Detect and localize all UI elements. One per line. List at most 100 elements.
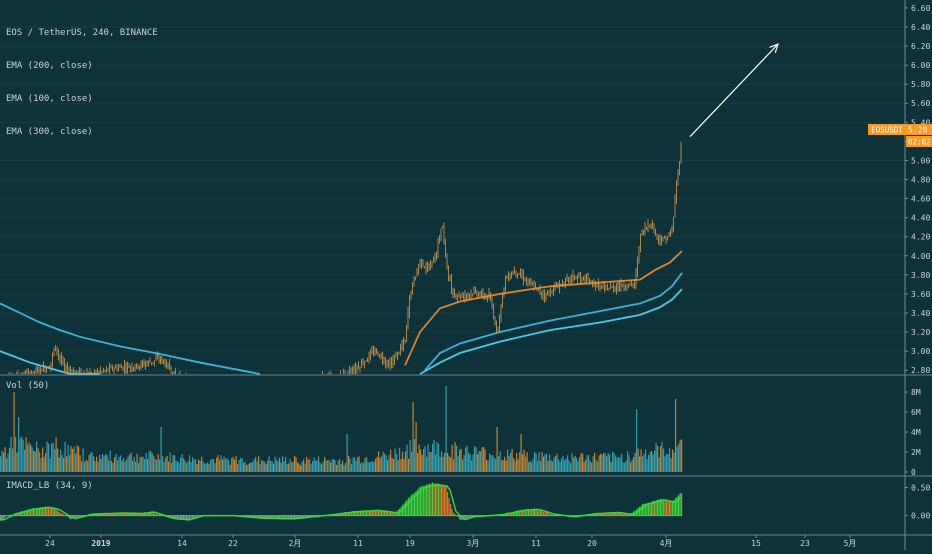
ema100-legend[interactable]: EMA (100, close) <box>6 94 158 105</box>
volume-bar <box>423 449 424 472</box>
volume-bar <box>561 458 562 472</box>
volume-bar <box>126 459 127 472</box>
volume-bar <box>197 464 198 472</box>
volume-bar <box>263 461 264 472</box>
volume-bar <box>636 409 637 472</box>
macd-bar <box>669 501 670 516</box>
volume-bar <box>359 456 360 472</box>
volume-bar <box>234 460 235 472</box>
volume-bar <box>317 461 318 472</box>
volume-bar <box>440 457 441 472</box>
volume-bar <box>489 453 490 472</box>
macd-bar <box>671 502 672 516</box>
volume-bar <box>380 458 381 472</box>
volume-bar <box>63 458 64 472</box>
volume-bar <box>627 451 628 472</box>
volume-bar <box>477 454 478 472</box>
volume-bar <box>300 465 301 472</box>
volume-bar <box>449 456 450 472</box>
volume-bar <box>155 459 156 472</box>
volume-bar <box>441 451 442 472</box>
volume-bar <box>252 462 253 472</box>
volume-bar <box>635 453 636 472</box>
volume-bar <box>62 455 63 472</box>
volume-bar <box>269 456 270 472</box>
volume-bar <box>309 459 310 472</box>
volume-bar <box>501 460 502 472</box>
volume-bar <box>387 460 388 472</box>
macd-bar <box>441 485 442 516</box>
price-tick-label: 2.80 <box>911 366 930 375</box>
volume-bar <box>479 451 480 472</box>
macd-legend[interactable]: IMACD_LB (34, 9) <box>6 481 93 492</box>
volume-bar <box>414 439 415 472</box>
symbol-legend[interactable]: EOS / TetherUS, 240, BINANCE <box>6 28 158 39</box>
volume-legend[interactable]: Vol (50) <box>6 381 49 392</box>
volume-bar <box>608 453 609 472</box>
volume-bar <box>248 464 249 472</box>
volume-bar <box>624 463 625 472</box>
time-tick-label: 23 <box>800 539 810 548</box>
macd-bar <box>545 512 546 515</box>
volume-bar <box>213 459 214 472</box>
macd-bar <box>539 511 540 516</box>
main-legend: EOS / TetherUS, 240, BINANCE EMA (200, c… <box>6 6 158 160</box>
volume-bar <box>353 458 354 472</box>
ema300-legend[interactable]: EMA (300, close) <box>6 127 158 138</box>
volume-bar <box>530 461 531 472</box>
volume-bar <box>69 455 70 472</box>
time-tick-label: 14 <box>177 539 187 548</box>
price-tick-label: 6.40 <box>911 23 930 32</box>
macd-bar <box>407 500 408 516</box>
volume-bar <box>633 457 634 472</box>
macd-bar <box>377 511 378 516</box>
volume-bar <box>276 460 277 472</box>
volume-bar <box>347 434 348 472</box>
volume-bar <box>89 455 90 472</box>
volume-bar <box>146 453 147 472</box>
volume-bar <box>357 457 358 472</box>
volume-bar <box>668 454 669 472</box>
volume-bar <box>297 462 298 472</box>
volume-bar <box>159 459 160 472</box>
volume-bar <box>515 461 516 472</box>
volume-bar <box>678 444 679 472</box>
volume-bar <box>600 454 601 472</box>
volume-bar <box>3 452 4 472</box>
macd-bar <box>641 506 642 515</box>
macd-bar <box>432 483 433 516</box>
volume-bar <box>204 463 205 472</box>
volume-bar <box>257 461 258 472</box>
price-tick-label: 4.00 <box>911 252 930 261</box>
volume-bar <box>105 454 106 472</box>
volume-bar <box>585 460 586 472</box>
volume-bar <box>554 458 555 472</box>
volume-bar <box>455 442 456 472</box>
volume-bar <box>483 447 484 472</box>
volume-bar <box>395 449 396 472</box>
volume-bar <box>657 446 658 472</box>
volume-bar <box>18 417 19 472</box>
volume-bar <box>626 461 627 472</box>
volume-bar <box>140 457 141 472</box>
volume-bar <box>338 460 339 472</box>
volume-bar <box>579 457 580 472</box>
volume-bar <box>158 454 159 472</box>
volume-bar <box>524 450 525 472</box>
volume-bar <box>567 455 568 472</box>
ema200-legend[interactable]: EMA (200, close) <box>6 61 158 72</box>
volume-bar <box>572 453 573 472</box>
volume-bar <box>540 461 541 472</box>
volume-bar <box>210 460 211 472</box>
volume-bar <box>308 460 309 472</box>
volume-bar <box>419 445 420 472</box>
volume-bar <box>605 453 606 472</box>
price-tick-label: 5.80 <box>911 80 930 89</box>
volume-bar <box>447 453 448 472</box>
volume-bar <box>594 453 595 472</box>
volume-bar <box>177 461 178 472</box>
volume-bar <box>39 452 40 472</box>
time-tick-label: 20 <box>587 539 597 548</box>
volume-bar <box>573 458 574 472</box>
